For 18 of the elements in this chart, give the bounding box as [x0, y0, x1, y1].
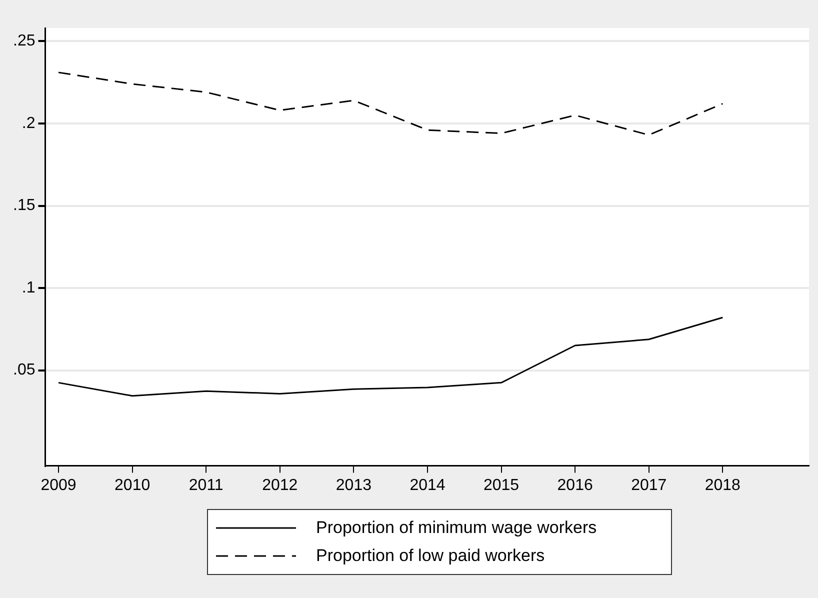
x-tick-label: 2016 [557, 476, 593, 494]
y-tick-label: .25 [12, 32, 36, 50]
x-tick-label: 2012 [262, 476, 298, 494]
x-tick-label: 2010 [114, 476, 150, 494]
x-tick-label: 2018 [704, 476, 741, 494]
y-tick-label: .2 [22, 114, 36, 132]
x-tick-label: 2009 [40, 476, 76, 494]
x-tick-label: 2017 [631, 476, 667, 494]
legend-label: Proportion of minimum wage workers [316, 518, 597, 538]
y-tick-label: .1 [22, 279, 36, 296]
x-tick-label: 2015 [483, 476, 520, 494]
y-tick-label: .05 [12, 362, 36, 379]
line-series [58, 72, 724, 136]
y-tick-label: .15 [12, 197, 36, 214]
x-tick-label: 2013 [336, 476, 372, 494]
x-tick-label: 2014 [410, 476, 446, 494]
x-tick-label: 2011 [188, 476, 224, 494]
legend-label: Proportion of low paid workers [316, 546, 545, 566]
